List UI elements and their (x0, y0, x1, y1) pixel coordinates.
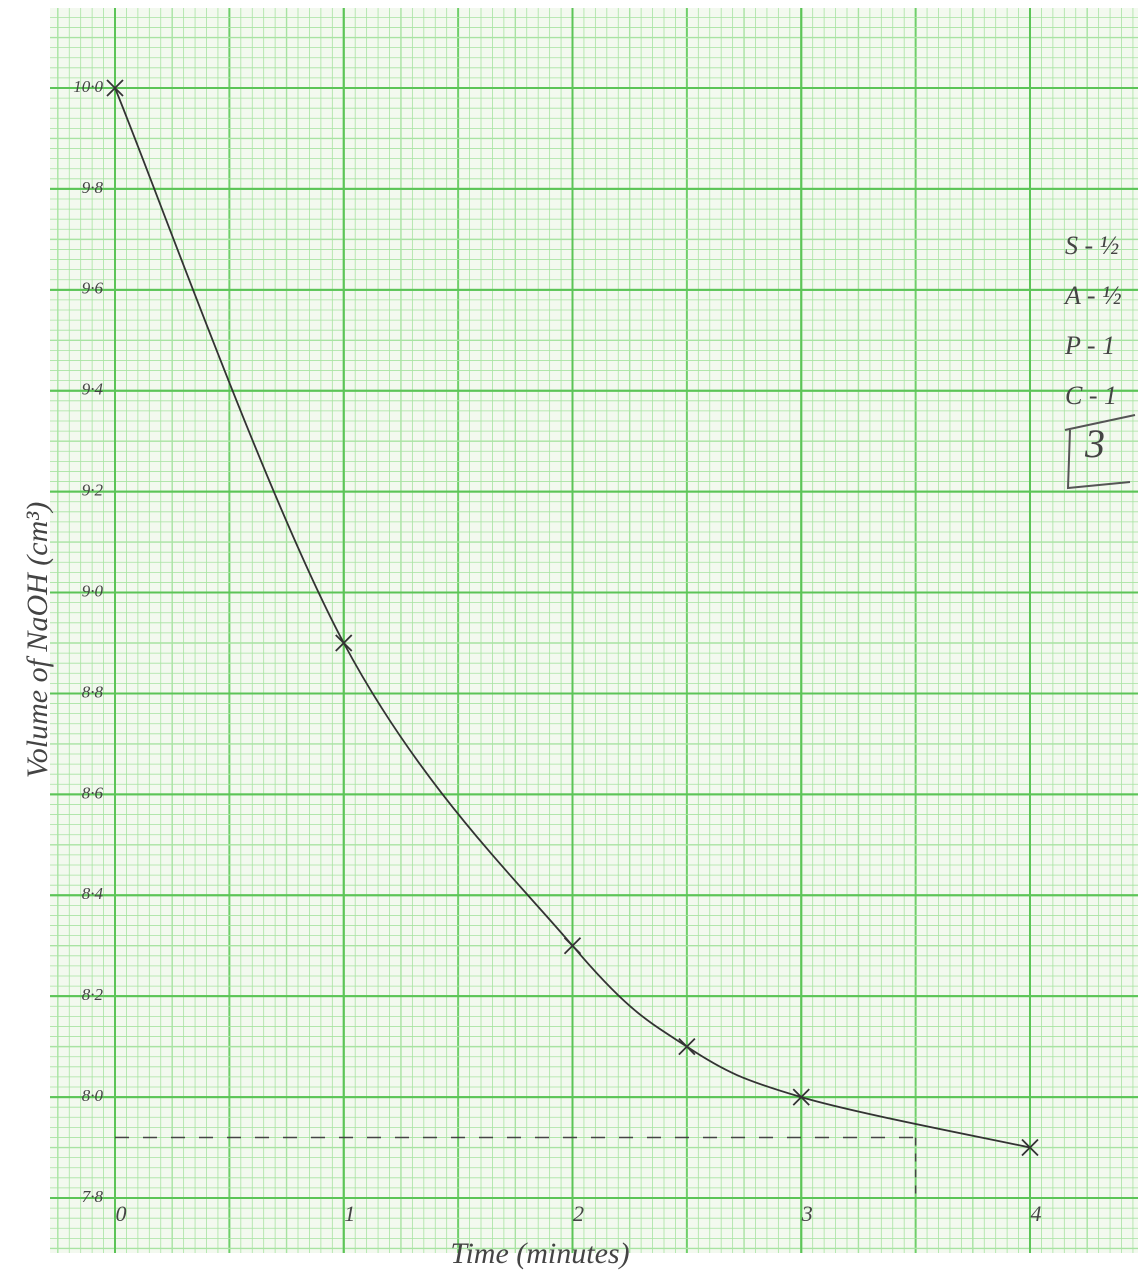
y-tick-label: 9·4 (82, 380, 104, 399)
y-tick-label: 8·6 (82, 783, 104, 802)
y-axis-label: Volume of NaOH (cm³) (21, 502, 54, 778)
x-tick-label: 4 (1031, 1201, 1042, 1226)
annotation: C - 1 (1065, 381, 1117, 410)
x-tick-label: 0 (116, 1201, 127, 1226)
point-cross (106, 79, 124, 97)
x-axis-label: Time (minutes) (450, 1237, 629, 1270)
annotation: 3 (1084, 421, 1105, 466)
x-tick-label: 1 (344, 1201, 355, 1226)
y-tick-label: 8·2 (82, 985, 104, 1004)
plot: 7·8 8·0 8·2 8·4 8·6 8·8 9·0 9·2 9·4 9·6 9·8 10·0 0 1 2… (73, 77, 1121, 1226)
x-tick-label: 3 (801, 1201, 813, 1226)
score-bracket (1066, 429, 1131, 490)
point-cross (792, 1088, 810, 1106)
y-tick-label: 9·8 (82, 178, 104, 197)
y-tick-label: 7·8 (82, 1187, 104, 1206)
x-tick-label: 2 (573, 1201, 584, 1226)
point-cross (563, 937, 582, 955)
y-tick-label: 8·4 (82, 884, 104, 903)
score-underline (1064, 414, 1136, 431)
y-tick-label: 9·2 (82, 481, 104, 500)
point-cross (678, 1038, 696, 1056)
annotation: A - ½ (1063, 281, 1122, 310)
annotation: P - 1 (1064, 331, 1115, 360)
y-tick-label: 9·0 (82, 581, 104, 600)
graph-paper (50, 8, 1138, 1253)
y-tick-label: 9·6 (82, 279, 104, 298)
y-tick-label: 10·0 (73, 77, 103, 96)
point-cross (335, 634, 353, 652)
y-tick-label: 8·8 (82, 682, 104, 701)
y-tick-label: 8·0 (82, 1086, 104, 1105)
point-cross (1021, 1138, 1039, 1157)
paper-grid (50, 8, 1138, 1253)
annotation: S - ½ (1065, 231, 1119, 260)
